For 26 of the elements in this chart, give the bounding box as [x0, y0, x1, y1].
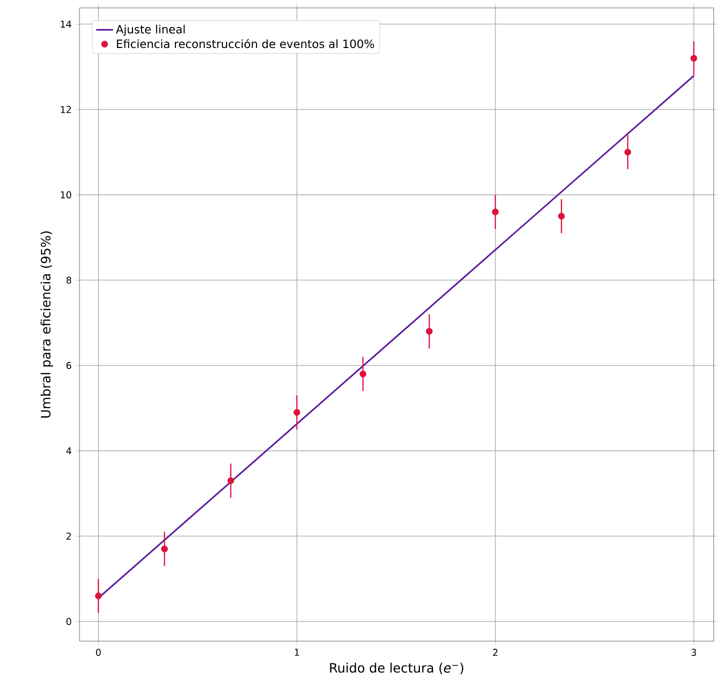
x-axis-title: Ruido de lectura (e$^{−}$) [330, 662, 464, 674]
point [624, 148, 632, 156]
y-tick-label: 10 [60, 191, 72, 198]
point [227, 477, 234, 484]
point [558, 212, 565, 220]
y-tick-label: 6 [66, 362, 72, 370]
point [293, 409, 300, 416]
x-tick-label: 1 [294, 648, 299, 656]
y-axis-title: Umbral para eficiencia (95%) [40, 232, 54, 418]
y-tick-label: 12 [60, 106, 71, 114]
point [161, 546, 168, 552]
x-tick-label: 3 [692, 648, 696, 656]
y-tick-label: 0 [66, 618, 72, 626]
y-tick-label: 4 [66, 447, 72, 454]
x-tick-label: 0 [96, 648, 101, 656]
y-tick-label: 2 [66, 532, 71, 540]
legend-label: Eficiencia reconstrucción de eventos al 100% [116, 38, 374, 48]
point [360, 370, 366, 378]
x-tick-label: 2 [493, 648, 498, 656]
point [95, 592, 102, 600]
point [492, 208, 499, 216]
y-tick-label: 8 [66, 276, 72, 284]
legend-label: Ajuste lineal [116, 24, 185, 36]
point [690, 55, 698, 62]
y-tick-label: 14 [60, 20, 72, 28]
point [426, 328, 433, 335]
